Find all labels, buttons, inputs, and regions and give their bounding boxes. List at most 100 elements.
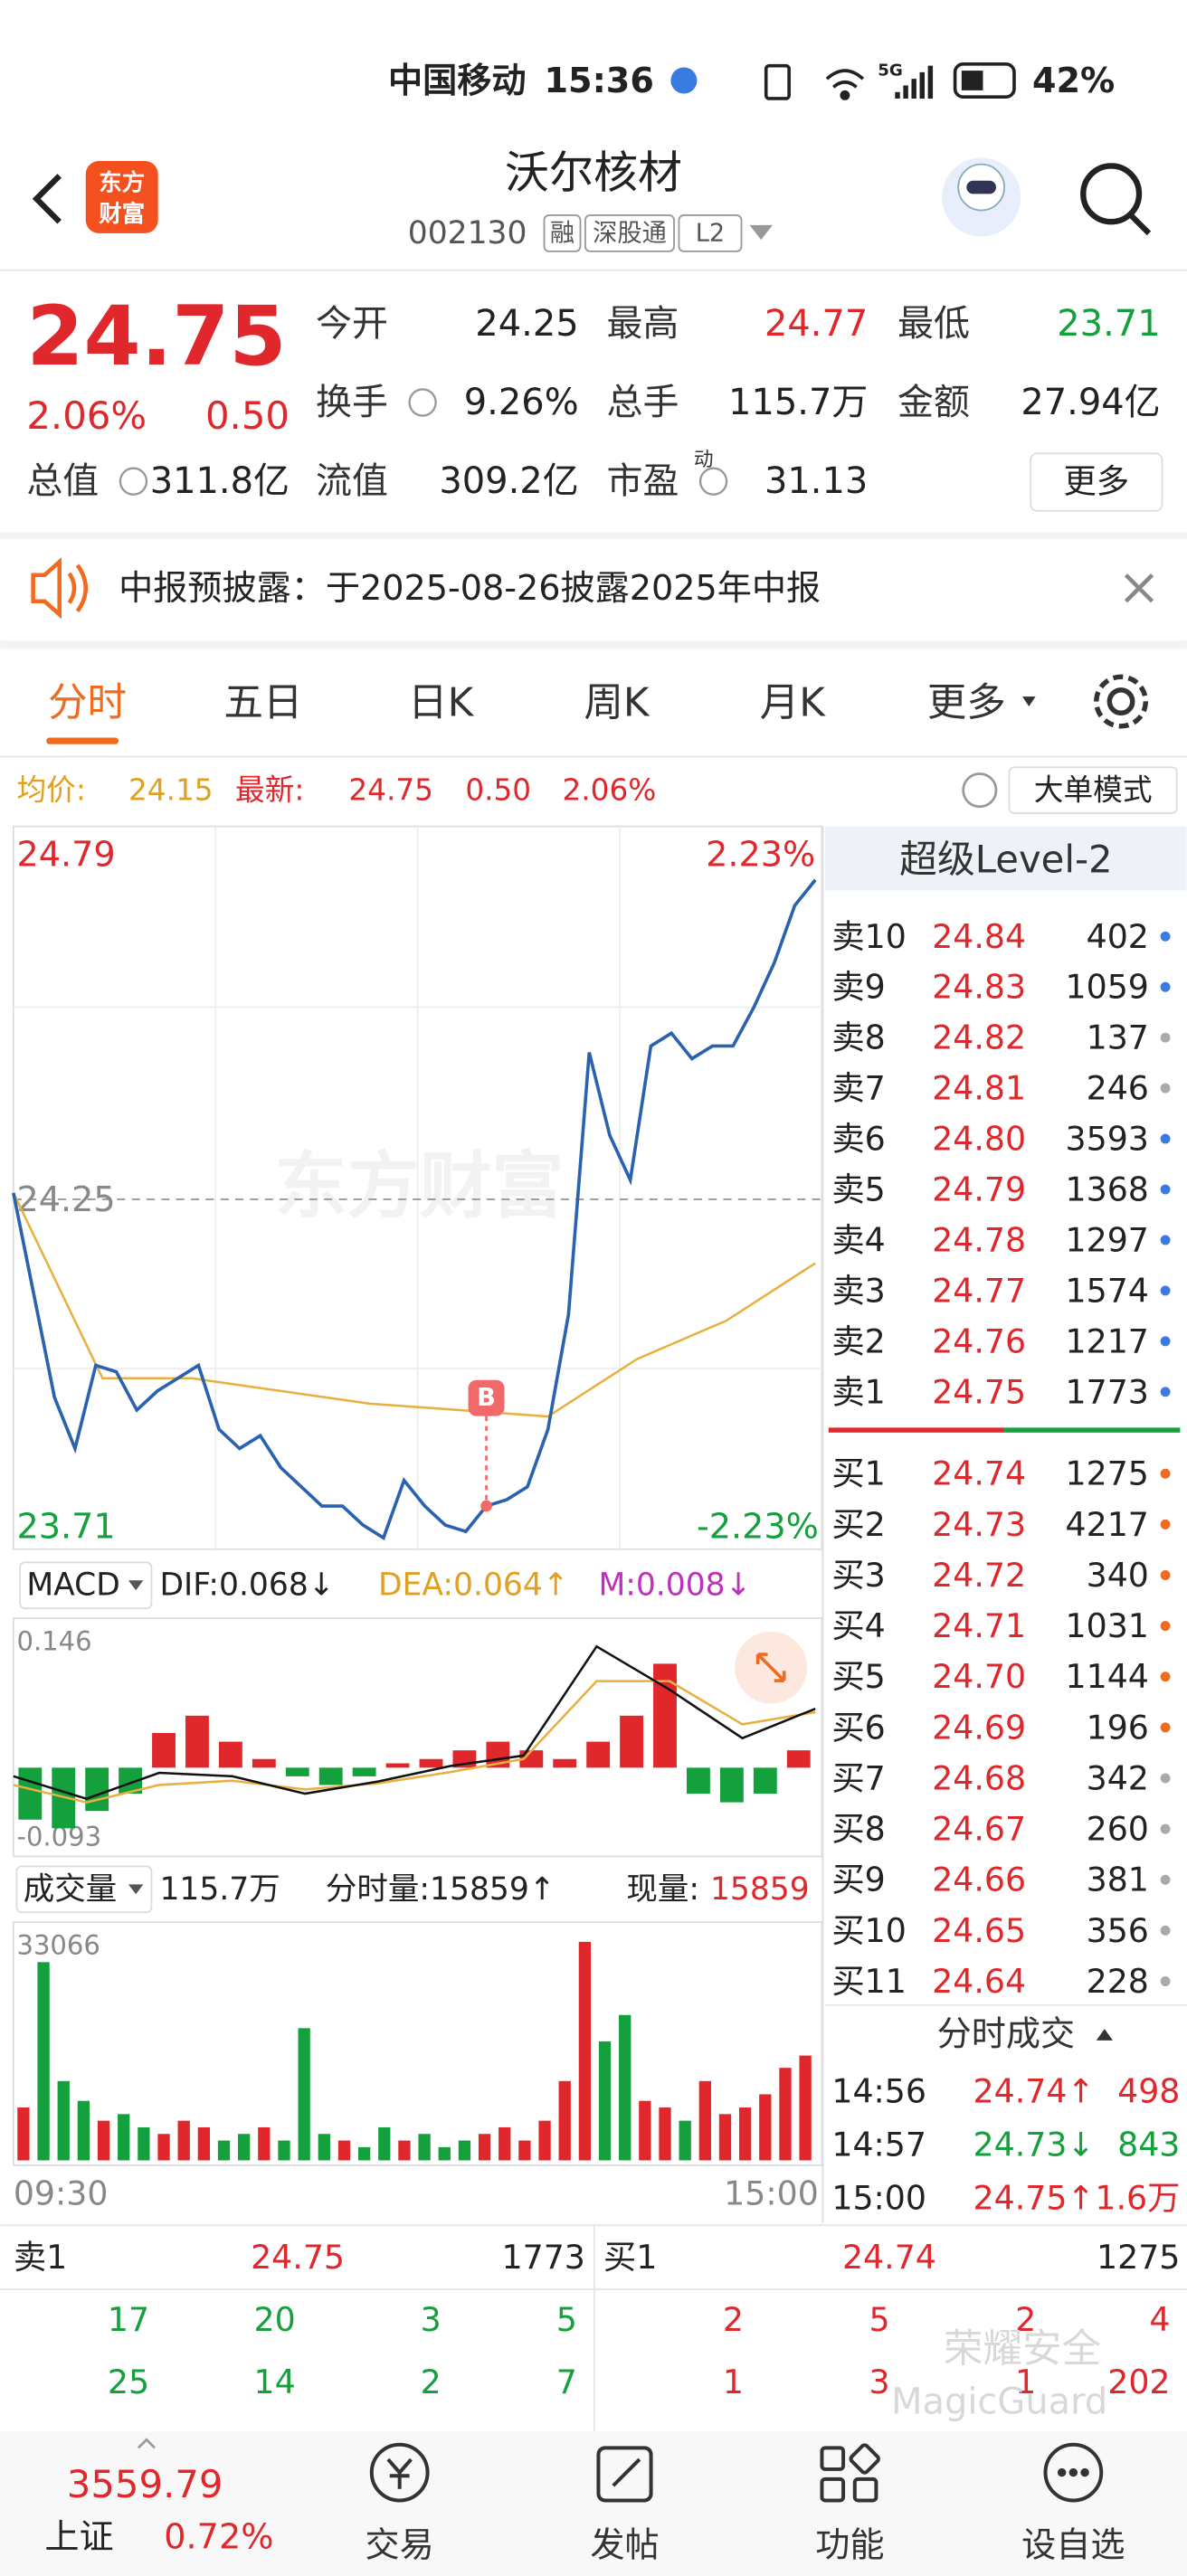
help-icon[interactable]: [962, 772, 998, 809]
stat-value: 309.2亿: [439, 460, 578, 502]
selector-caret: [128, 1580, 144, 1591]
info-icon[interactable]: [408, 388, 437, 417]
order-count: 14: [254, 2363, 296, 2401]
volume-bar: [518, 2140, 531, 2161]
tab[interactable]: 日K: [408, 680, 475, 725]
volume-label[interactable]: 成交量: [24, 1871, 118, 1908]
tab-indicator: [46, 737, 119, 744]
volume-bar: [157, 2134, 170, 2161]
macd-bar: [152, 1733, 176, 1768]
tab[interactable]: 周K: [584, 680, 650, 725]
order-count: 2: [421, 2363, 442, 2401]
info-icon[interactable]: [119, 467, 148, 496]
book-price: 24.84: [932, 917, 1026, 956]
volume-bar: [598, 2041, 612, 2161]
nav-item[interactable]: 设自选: [1021, 2524, 1125, 2564]
volume-bar: [357, 2146, 371, 2161]
nav-item[interactable]: 功能: [815, 2524, 884, 2564]
volume-bar: [378, 2126, 391, 2161]
book-dot: [1160, 981, 1171, 992]
trade-time: 15:00: [831, 2179, 926, 2218]
macd-selector[interactable]: [19, 1561, 153, 1610]
order-count: 3: [869, 2363, 889, 2401]
book-dot: [1160, 1468, 1171, 1479]
volume-bar: [578, 1941, 592, 2161]
book-dot: [1160, 1925, 1171, 1936]
volume-bar: [37, 1962, 50, 2161]
book-price: 24.75: [251, 2238, 345, 2277]
book-dot: [1160, 1722, 1171, 1733]
volume-bar: [177, 2120, 190, 2161]
avatar[interactable]: [942, 157, 1021, 237]
volume-bar: [738, 2107, 752, 2161]
divider: [0, 269, 1187, 271]
volume-bar: [639, 2100, 651, 2161]
trades-title[interactable]: 分时成交: [937, 2014, 1076, 2054]
stock-code: 002130: [408, 215, 527, 251]
volume-bar: [17, 2107, 30, 2161]
tab[interactable]: 更多: [927, 680, 1006, 725]
volume-bar: [718, 2114, 732, 2161]
y-tick-label: 24.25: [16, 1179, 115, 1219]
index-value[interactable]: 3559.79: [67, 2462, 223, 2506]
volume-now: 15859: [710, 1871, 810, 1908]
book-volume: 1275: [1065, 1454, 1148, 1493]
book-level: 卖7: [831, 1069, 885, 1108]
book-level: 卖2: [831, 1321, 885, 1360]
marker-dot: [480, 1500, 492, 1512]
tag-box: [678, 214, 743, 252]
close-button[interactable]: [1124, 573, 1154, 603]
mode-button[interactable]: [1008, 766, 1178, 814]
volume-bar: [278, 2140, 290, 2161]
book-volume: 356: [1087, 1911, 1149, 1950]
volume-bar: [138, 2126, 150, 2161]
time-end: 15:00: [724, 2174, 819, 2212]
macd-label[interactable]: MACD: [26, 1567, 119, 1604]
book-dot: [1160, 1976, 1171, 1986]
nav-item[interactable]: 交易: [366, 2524, 434, 2564]
volume-bar: [799, 2055, 812, 2161]
tab[interactable]: 分时: [48, 680, 127, 725]
volume-selector[interactable]: [15, 1865, 153, 1914]
order-count: 20: [254, 2300, 296, 2339]
level2-title: 超级Level-2: [899, 837, 1112, 881]
order-count: 5: [556, 2300, 577, 2339]
stat-label: 最低: [897, 303, 970, 345]
book-level: 买5: [831, 1657, 885, 1696]
order-count: 202: [1107, 2363, 1170, 2401]
search-button[interactable]: [1080, 163, 1152, 236]
settings-button[interactable]: [1094, 674, 1149, 729]
order-count: 1: [1015, 2363, 1036, 2401]
mode-label[interactable]: 大单模式: [1034, 773, 1153, 808]
pct-top: 2.23%: [706, 834, 815, 874]
order-count: 2: [723, 2300, 744, 2339]
dif-value: DIF:0.068↓: [159, 1567, 334, 1604]
stat-label: 换手: [316, 382, 388, 423]
book-level: 买8: [831, 1810, 885, 1849]
tag-box: [543, 214, 582, 252]
macd-bar: [419, 1758, 443, 1768]
dropdown-arrow[interactable]: [749, 224, 773, 241]
latest-label: 最新:: [235, 773, 304, 808]
more-button[interactable]: [1030, 452, 1163, 512]
price-line: [12, 878, 817, 1540]
nav-item[interactable]: 发帖: [590, 2524, 659, 2564]
last-price: 24.75: [26, 289, 286, 384]
trade-time: 14:56: [831, 2072, 926, 2111]
book-split: [1004, 1427, 1181, 1433]
back-button[interactable]: [32, 174, 62, 224]
stat-value: 23.71: [1057, 303, 1160, 345]
clock: 15:36: [545, 61, 654, 100]
book-level: 买9: [831, 1861, 885, 1899]
y-tick-label: 0.146: [16, 1626, 91, 1657]
more-label[interactable]: 更多: [1063, 462, 1129, 501]
tab[interactable]: 月K: [760, 680, 827, 725]
network: 5G: [878, 62, 903, 80]
info-icon[interactable]: [698, 467, 728, 496]
tab[interactable]: 五日: [223, 680, 302, 725]
book-volume: 1275: [1097, 2238, 1180, 2277]
trades-caret: [1096, 2029, 1113, 2041]
macd-bar: [218, 1741, 242, 1768]
nav-arrow: [137, 2438, 157, 2449]
